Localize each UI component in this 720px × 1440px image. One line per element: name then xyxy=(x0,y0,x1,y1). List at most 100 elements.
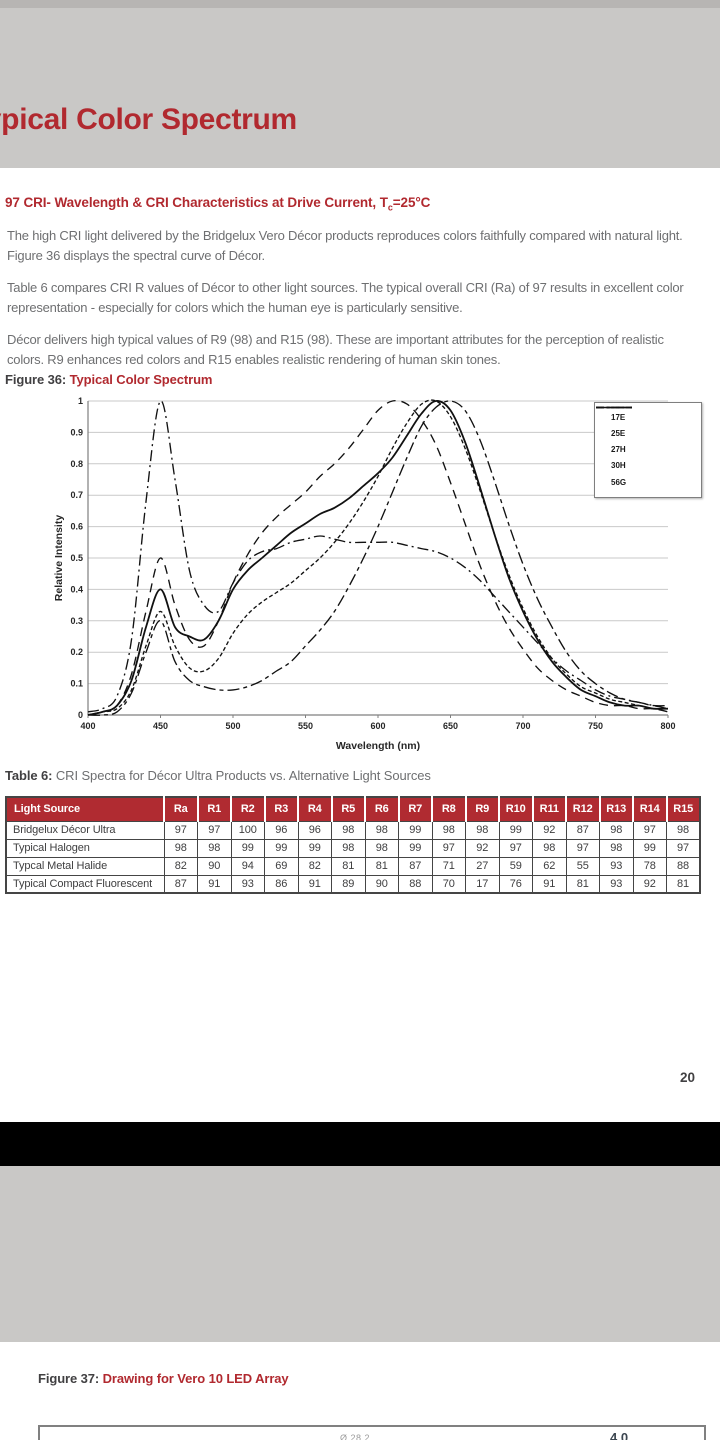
series-line-27H xyxy=(87,400,669,716)
table6-prefix: Table 6: xyxy=(5,768,53,783)
cri-value-cell: 98 xyxy=(599,838,634,858)
cri-value-cell: 98 xyxy=(364,820,399,840)
svg-text:0.5: 0.5 xyxy=(70,553,83,563)
svg-text:600: 600 xyxy=(370,721,385,731)
svg-text:700: 700 xyxy=(515,721,530,731)
legend-label-25E: 25E xyxy=(611,428,626,438)
table6-caption: Table 6: CRI Spectra for Décor Ultra Pro… xyxy=(5,768,431,783)
cri-value-cell: 59 xyxy=(498,856,533,876)
column-header: R14 xyxy=(633,797,668,822)
column-header: R6 xyxy=(365,797,400,822)
svg-text:750: 750 xyxy=(588,721,603,731)
table-row: Typcal Metal Halide 82 90 94 69 82 81 81 87 71 27 5… xyxy=(5,856,701,876)
cri-value-cell: 98 xyxy=(163,838,198,858)
column-header: R3 xyxy=(264,797,299,822)
table-row: Typical Halogen 98 98 99 99 99 98 98 99 97 92 97 98 9… xyxy=(5,838,701,858)
cri-value-cell: 90 xyxy=(197,856,232,876)
figure36-caption: Figure 36: Typical Color Spectrum xyxy=(5,372,213,387)
section-heading-tail: =25°C xyxy=(392,195,431,210)
cri-value-cell: 81 xyxy=(666,874,701,894)
cri-value-cell: 98 xyxy=(599,820,634,840)
column-header: R13 xyxy=(599,797,634,822)
cri-value-cell: 98 xyxy=(331,838,366,858)
svg-text:0: 0 xyxy=(78,710,83,720)
cri-value-cell: 89 xyxy=(331,874,366,894)
cri-value-cell: 91 xyxy=(532,874,567,894)
cri-value-cell: 90 xyxy=(364,874,399,894)
legend-entry-56G: 56G xyxy=(596,406,701,489)
svg-text:0.7: 0.7 xyxy=(70,490,83,500)
svg-text:0.8: 0.8 xyxy=(70,459,83,469)
cri-value-cell: 94 xyxy=(230,856,265,876)
cri-value-cell: 100 xyxy=(230,820,265,840)
column-header: R7 xyxy=(398,797,433,822)
cri-value-cell: 99 xyxy=(498,820,533,840)
figure37-prefix: Figure 37: xyxy=(38,1371,100,1386)
cri-value-cell: 91 xyxy=(297,874,332,894)
cri-value-cell: 99 xyxy=(264,838,299,858)
cri-table: Light Source Ra R1 R2 R3 R4 R5 R6 R7 R8 R9 R10 R11 R1… xyxy=(5,796,701,894)
cri-value-cell: 98 xyxy=(364,838,399,858)
cri-value-cell: 97 xyxy=(197,820,232,840)
section-heading: 97 CRI- Wavelength & CRI Characteristics… xyxy=(5,195,705,213)
cri-value-cell: 86 xyxy=(264,874,299,894)
cri-value-cell: 99 xyxy=(632,838,667,858)
cri-value-cell: 55 xyxy=(565,856,600,876)
svg-text:0.1: 0.1 xyxy=(70,679,83,689)
figure36-prefix: Figure 36: xyxy=(5,372,67,387)
column-header: R11 xyxy=(532,797,567,822)
light-source-cell: Bridgelux Décor Ultra xyxy=(5,820,165,840)
cri-value-cell: 87 xyxy=(565,820,600,840)
svg-text:0.2: 0.2 xyxy=(70,647,83,657)
figure37-caption: Figure 37: Drawing for Vero 10 LED Array xyxy=(38,1371,289,1386)
cri-value-cell: 93 xyxy=(230,874,265,894)
column-header: R4 xyxy=(298,797,333,822)
table-header-row: Light Source Ra R1 R2 R3 R4 R5 R6 R7 R8 R9 R10 R11 R1… xyxy=(6,797,700,822)
cri-value-cell: 62 xyxy=(532,856,567,876)
cri-value-cell: 78 xyxy=(632,856,667,876)
x-axis-label: Wavelength (nm) xyxy=(336,740,420,752)
svg-text:0.4: 0.4 xyxy=(70,584,83,594)
cri-value-cell: 87 xyxy=(163,874,198,894)
paragraph-2: Table 6 compares CRI R values of Décor t… xyxy=(7,280,684,315)
column-header: R10 xyxy=(499,797,534,822)
table-row: Typical Compact Fluorescent 87 91 93 86 91 89 9… xyxy=(5,874,701,894)
header-band-edge xyxy=(0,0,720,8)
column-header: R15 xyxy=(666,797,700,822)
cri-value-cell: 91 xyxy=(197,874,232,894)
column-header: R2 xyxy=(231,797,266,822)
series-line-56G xyxy=(87,400,669,713)
column-header: R9 xyxy=(465,797,500,822)
cri-value-cell: 93 xyxy=(599,856,634,876)
cri-value-cell: 98 xyxy=(532,838,567,858)
series-line-17E xyxy=(87,400,669,716)
chart-canvas: 0 0.1 0.2 0.3 0.4 0.5 0.6 0.7 0.8 0.9 1 400 450 500 55… xyxy=(53,396,676,752)
legend-label-56G: 56G xyxy=(611,477,627,487)
spectrum-chart: 0 0.1 0.2 0.3 0.4 0.5 0.6 0.7 0.8 0.9 1 400 450 500 55… xyxy=(50,391,705,763)
cri-value-cell: 76 xyxy=(498,874,533,894)
cri-value-cell: 82 xyxy=(297,856,332,876)
section-heading-main: 97 CRI- Wavelength & CRI Characteristics… xyxy=(5,195,388,210)
legend-label-17E: 17E xyxy=(611,412,626,422)
svg-text:0.3: 0.3 xyxy=(70,616,83,626)
svg-text:650: 650 xyxy=(443,721,458,731)
section-heading-subscript: c xyxy=(387,202,393,213)
cri-value-cell: 88 xyxy=(398,874,433,894)
cri-value-cell: 97 xyxy=(632,820,667,840)
svg-text:0.9: 0.9 xyxy=(70,427,83,437)
cri-value-cell: 98 xyxy=(465,820,500,840)
cri-value-cell: 96 xyxy=(297,820,332,840)
series-line-25E xyxy=(87,399,669,716)
column-header: R5 xyxy=(331,797,366,822)
column-header: R1 xyxy=(197,797,232,822)
figure37-title: Drawing for Vero 10 LED Array xyxy=(102,1371,289,1386)
cri-value-cell: 99 xyxy=(297,838,332,858)
cri-value-cell: 98 xyxy=(331,820,366,840)
legend-label-27H: 27H xyxy=(611,445,626,454)
svg-text:1: 1 xyxy=(78,396,83,406)
cri-value-cell: 82 xyxy=(163,856,198,876)
series-line-30H xyxy=(87,399,669,716)
table-row: Bridgelux Décor Ultra 97 97 100 96 96 98 98 99 98… xyxy=(5,820,701,840)
cri-value-cell: 92 xyxy=(465,838,500,858)
footer-band: Mechanical Dimensions xyxy=(0,1166,720,1342)
